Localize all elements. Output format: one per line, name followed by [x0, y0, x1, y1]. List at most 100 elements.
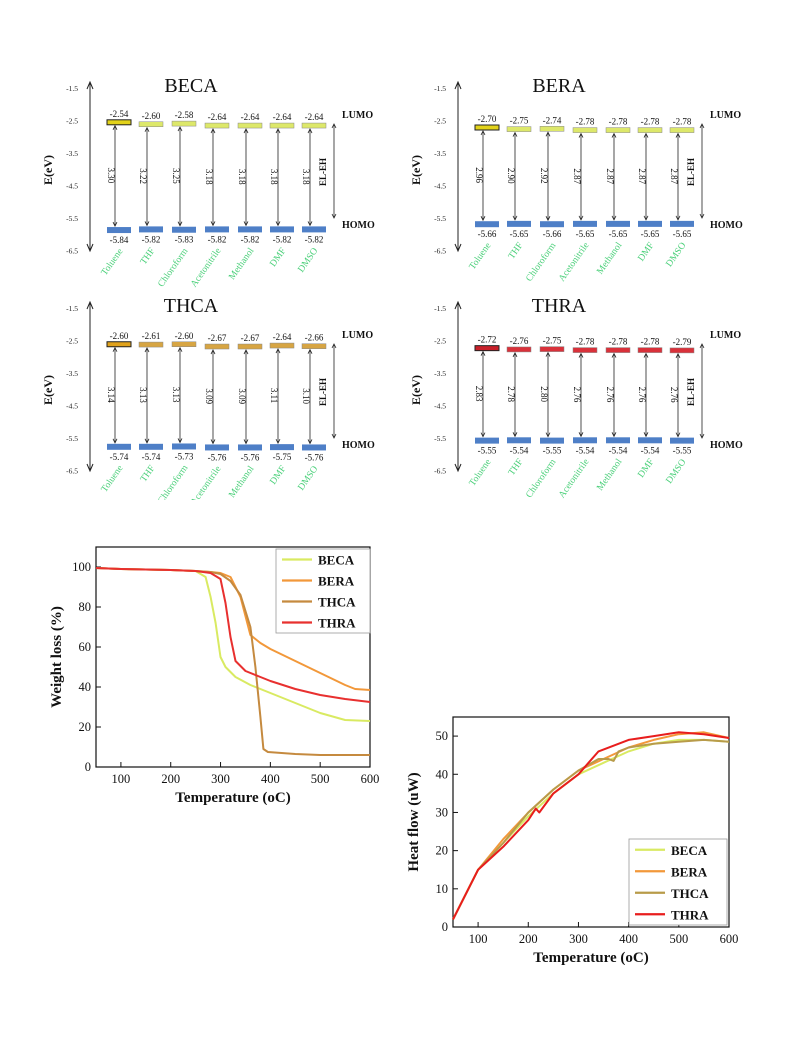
lumo-bar — [539, 126, 565, 132]
energy-panel-thra: THRA -1.5 -2.5 -3.5 -4.5 -5.5 -6.5 E(eV) -2.72 -5… — [409, 295, 743, 500]
homo-bar — [573, 437, 597, 444]
lumo-bar — [539, 346, 565, 352]
homo-bar — [573, 220, 597, 227]
homo-bar — [302, 226, 326, 233]
homo-value: -5.65 — [609, 229, 628, 239]
y-tick-label: 10 — [436, 882, 449, 896]
gap-arrow-head — [643, 352, 649, 358]
y-axis-label: Weight loss (%) — [49, 606, 65, 708]
lumo-bar — [506, 346, 532, 353]
gap-arrow-head — [675, 432, 681, 438]
gap-arrow-head — [611, 132, 617, 138]
lumo-value: -2.75 — [510, 116, 529, 126]
solvent-label: THF — [139, 464, 157, 484]
lumo-value: -2.78 — [609, 337, 628, 347]
y-tick-label: -5.5 — [66, 434, 78, 443]
gap-value: 2.76 — [605, 387, 615, 403]
gap-arrow-head — [578, 132, 584, 138]
homo-bar — [139, 443, 163, 450]
homo-bar — [670, 437, 694, 444]
lumo-bar — [171, 341, 197, 347]
gap-value: 2.78 — [506, 386, 516, 402]
solvent-label: Methanol — [595, 457, 624, 493]
gap-value: 3.25 — [171, 168, 181, 184]
gap-value: 3.18 — [301, 169, 311, 185]
lumo-value: -2.78 — [641, 117, 660, 127]
lumo-value: -2.67 — [241, 333, 260, 343]
legend-box — [275, 548, 371, 634]
gap-arrow-head — [512, 432, 518, 438]
homo-bar — [205, 226, 229, 233]
energy-panel-beca: BECA -1.5 -2.5 -3.5 -4.5 -5.5 -6.5 E(eV) -2.54 -5… — [41, 75, 375, 289]
energy-panel-bera: BERA -1.5 -2.5 -3.5 -4.5 -5.5 -6.5 E(eV) -2.70 -5… — [409, 75, 743, 284]
gap-value: 2.76 — [637, 387, 647, 403]
lumo-label: LUMO — [710, 110, 741, 121]
y-tick-label: 40 — [436, 767, 449, 781]
solvent-label: THF — [139, 246, 157, 266]
gap-arrow-head — [177, 221, 183, 227]
legend-label: THRA — [318, 616, 356, 631]
gap-arrow-head — [144, 221, 150, 227]
homo-bar — [540, 437, 564, 444]
gap-value: 3.14 — [106, 387, 116, 403]
solvent-label: DMSO — [297, 246, 321, 274]
series-line-thra — [452, 731, 730, 920]
y-tick-label: 80 — [79, 600, 92, 614]
gap-arrow-head — [275, 348, 281, 354]
lumo-label: LUMO — [710, 330, 741, 341]
gap-arrow-head — [144, 347, 150, 353]
lumo-value: -2.66 — [305, 333, 324, 343]
solvent-label: DMF — [636, 241, 656, 264]
homo-bar — [606, 220, 630, 227]
lumo-bar — [204, 343, 230, 350]
lumo-value: -2.60 — [110, 331, 129, 341]
gap-arrow-head — [307, 439, 313, 445]
homo-bar — [270, 226, 294, 233]
gap-axis-arrow — [331, 213, 337, 219]
homo-bar — [606, 437, 630, 444]
homo-bar — [302, 444, 326, 451]
gap-value: 2.76 — [669, 387, 679, 403]
lumo-bar — [301, 343, 327, 349]
solvent-label: Toluene — [468, 241, 494, 272]
homo-value: -5.82 — [208, 234, 227, 244]
gap-label: EL-EH — [686, 378, 696, 406]
lumo-value: -2.67 — [208, 333, 227, 343]
gap-arrow-head — [545, 216, 551, 222]
y-axis-arrow-up — [86, 80, 94, 90]
y-tick-label: -4.5 — [66, 402, 78, 411]
lumo-bar — [572, 127, 598, 133]
lumo-value: -2.64 — [241, 112, 260, 122]
gap-value: 2.92 — [539, 168, 549, 184]
solvent-label: Toluene — [100, 247, 126, 278]
homo-value: -5.65 — [576, 229, 595, 239]
gap-value: 3.22 — [138, 168, 148, 184]
lumo-bar — [605, 347, 631, 353]
y-axis-label: E(eV) — [41, 375, 55, 405]
gap-arrow-head — [480, 350, 486, 356]
lumo-value: -2.58 — [175, 110, 194, 120]
panel-title: THRA — [532, 295, 587, 317]
gap-arrow-head — [210, 349, 216, 355]
panel-title: THCA — [164, 295, 219, 317]
homo-value: -5.55 — [478, 446, 497, 456]
homo-value: -5.73 — [175, 451, 194, 461]
lumo-value: -2.74 — [543, 115, 562, 125]
homo-value: -5.65 — [673, 229, 692, 239]
x-tick-label: 100 — [112, 772, 131, 786]
heat-flow-chart: 100 200 300 400 500 600 0 10 20 30 40 50 Temperature… — [406, 716, 738, 966]
gap-label: EL-EH — [318, 158, 328, 186]
homo-value: -5.76 — [241, 452, 260, 462]
lumo-value: -2.60 — [142, 111, 161, 121]
homo-label: HOMO — [342, 220, 375, 231]
homo-value: -5.82 — [142, 234, 161, 244]
y-axis-arrow-up — [454, 80, 462, 90]
homo-bar — [507, 220, 531, 227]
gap-arrow-head — [112, 124, 118, 130]
homo-bar — [638, 220, 662, 227]
gap-value: 2.83 — [474, 386, 484, 402]
gap-value: 3.13 — [138, 387, 148, 403]
gap-arrow-head — [243, 349, 249, 355]
homo-bar — [205, 444, 229, 451]
gap-axis-arrow — [331, 433, 337, 439]
